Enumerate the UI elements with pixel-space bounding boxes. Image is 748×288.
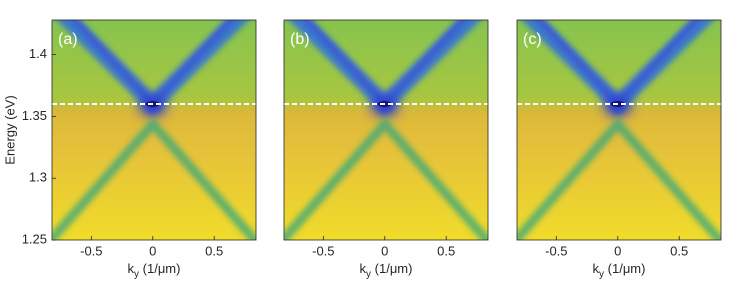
x-label-base: k (593, 261, 600, 276)
x-label-unit: (1/μm) (139, 261, 180, 276)
heatmap (517, 20, 721, 240)
x-tick-label: 0.5 (205, 243, 223, 258)
x-label-base: k (360, 261, 367, 276)
y-tick-label: 1.25 (22, 231, 47, 246)
x-tick-label: 0 (381, 243, 388, 258)
x-axis-label: ky (1/μm) (128, 261, 181, 279)
y-tick-label: 1.35 (22, 108, 47, 123)
x-tick-label: 0 (614, 243, 621, 258)
axes-frame (283, 19, 489, 241)
y-tick-label: 1.3 (29, 170, 47, 185)
heatmap (284, 20, 488, 240)
lower-band (52, 117, 256, 240)
x-label-base: k (128, 261, 135, 276)
x-tick-label: -0.5 (80, 243, 102, 258)
x-tick-label: 0.5 (670, 243, 688, 258)
x-tick-label: -0.5 (312, 243, 334, 258)
x-axis-label: ky (1/μm) (360, 261, 413, 279)
x-label-sub: y (134, 269, 139, 280)
x-label-sub: y (366, 269, 371, 280)
lower-band (517, 117, 721, 240)
x-tick-label: -0.5 (545, 243, 567, 258)
axes-frame (516, 19, 722, 241)
y-tick-label: 1.4 (29, 46, 47, 61)
x-tick-label: 0 (149, 243, 156, 258)
panel-label: (a) (58, 31, 78, 48)
panel-label: (b) (290, 31, 310, 48)
x-label-unit: (1/μm) (371, 261, 412, 276)
x-tick-label: 0.5 (437, 243, 455, 258)
y-axis-label: Energy (eV) (2, 95, 17, 164)
axes-frame (51, 19, 257, 241)
panel-label: (c) (523, 31, 542, 48)
x-label-unit: (1/μm) (604, 261, 645, 276)
lower-band (284, 117, 488, 240)
heatmap (52, 20, 256, 240)
x-label-sub: y (599, 269, 604, 280)
x-axis-label: ky (1/μm) (593, 261, 646, 279)
